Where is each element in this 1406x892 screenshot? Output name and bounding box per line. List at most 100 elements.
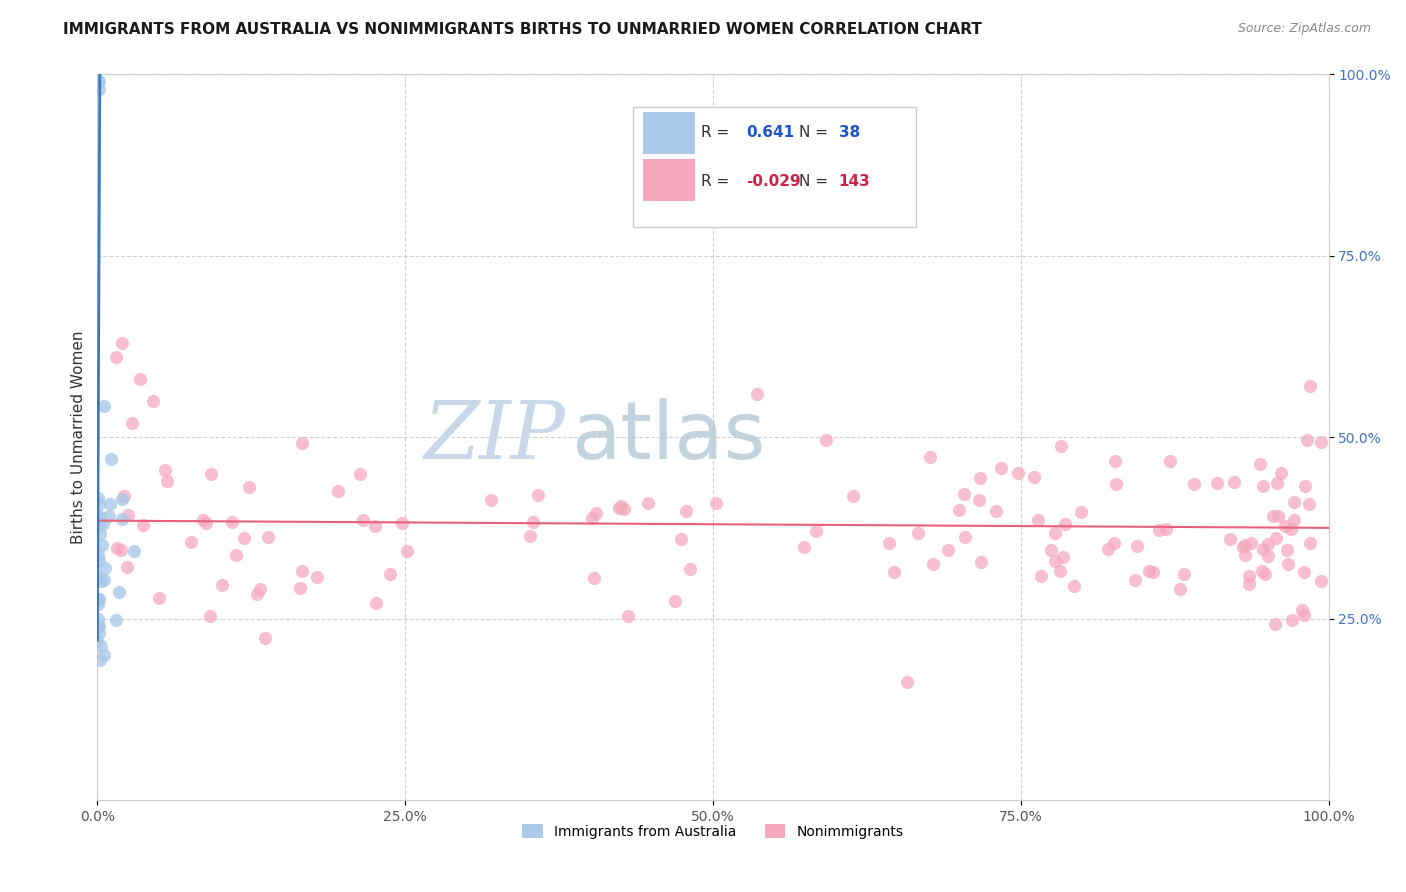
- Point: [256, 530, 278, 544]
- Point: [970, 555, 993, 569]
- Point: [582, 571, 605, 585]
- Point: [1222, 475, 1244, 490]
- Point: [1253, 479, 1275, 493]
- Point: [1043, 554, 1066, 568]
- Point: [111, 335, 134, 350]
- Point: [1049, 564, 1071, 578]
- Point: [883, 565, 905, 579]
- Point: [479, 493, 502, 508]
- Point: [89, 527, 111, 541]
- Point: [108, 584, 131, 599]
- Point: [87, 491, 110, 506]
- Point: [1219, 532, 1241, 546]
- Point: [1104, 454, 1126, 468]
- Point: [89, 653, 111, 667]
- Point: [1281, 613, 1303, 627]
- Point: [104, 350, 127, 364]
- Point: [366, 596, 388, 610]
- Point: [87, 619, 110, 633]
- Point: [806, 524, 828, 538]
- Point: [89, 516, 111, 530]
- FancyBboxPatch shape: [643, 159, 695, 201]
- Point: [1257, 537, 1279, 551]
- Point: [238, 480, 260, 494]
- Point: [613, 502, 636, 516]
- Point: [1277, 543, 1299, 558]
- Text: atlas: atlas: [571, 398, 766, 476]
- Point: [94, 561, 117, 575]
- Text: ZIP: ZIP: [423, 399, 565, 475]
- Point: [378, 566, 401, 581]
- Legend: Immigrants from Australia, Nonimmigrants: Immigrants from Australia, Nonimmigrants: [517, 818, 910, 844]
- Text: IMMIGRANTS FROM AUSTRALIA VS NONIMMIGRANTS BIRTHS TO UNMARRIED WOMEN CORRELATION: IMMIGRANTS FROM AUSTRALIA VS NONIMMIGRAN…: [63, 22, 983, 37]
- Point: [352, 513, 374, 527]
- Point: [1279, 523, 1302, 537]
- Text: N =: N =: [799, 125, 834, 140]
- Point: [1233, 549, 1256, 563]
- Point: [948, 502, 970, 516]
- Point: [1265, 476, 1288, 491]
- Point: [87, 74, 110, 88]
- Point: [291, 565, 314, 579]
- Point: [87, 571, 110, 585]
- Point: [1299, 379, 1322, 393]
- Point: [1097, 542, 1119, 557]
- Point: [1173, 566, 1195, 581]
- Point: [1206, 476, 1229, 491]
- Point: [841, 489, 863, 503]
- Point: [90, 639, 112, 653]
- Point: [1137, 564, 1160, 578]
- Point: [967, 492, 990, 507]
- Point: [1182, 477, 1205, 491]
- Point: [1294, 479, 1316, 493]
- Point: [112, 489, 135, 503]
- Point: [664, 594, 686, 608]
- Point: [1102, 536, 1125, 550]
- Point: [232, 531, 254, 545]
- Point: [896, 674, 918, 689]
- Point: [364, 518, 387, 533]
- Point: [990, 460, 1012, 475]
- Point: [211, 577, 233, 591]
- FancyBboxPatch shape: [633, 107, 917, 227]
- Point: [1232, 540, 1254, 554]
- Point: [1063, 579, 1085, 593]
- Point: [1310, 435, 1333, 450]
- Point: [581, 511, 603, 525]
- Point: [288, 582, 311, 596]
- Text: R =: R =: [700, 174, 734, 189]
- Point: [1267, 509, 1289, 524]
- Point: [86, 597, 108, 611]
- Point: [111, 492, 134, 507]
- Point: [91, 516, 114, 531]
- Point: [1052, 549, 1074, 564]
- Point: [1142, 565, 1164, 579]
- Point: [200, 467, 222, 482]
- Point: [616, 609, 638, 624]
- Text: 0.641: 0.641: [747, 125, 794, 140]
- Point: [129, 372, 152, 386]
- Point: [1054, 517, 1077, 532]
- Point: [1277, 557, 1299, 571]
- Point: [1261, 509, 1284, 524]
- Point: [90, 538, 112, 552]
- Point: [1282, 495, 1305, 509]
- Point: [1105, 476, 1128, 491]
- Point: [93, 573, 115, 587]
- Point: [87, 81, 110, 95]
- Point: [87, 548, 110, 562]
- Point: [1159, 454, 1181, 468]
- Point: [922, 557, 945, 571]
- Point: [936, 542, 959, 557]
- Point: [87, 509, 110, 524]
- Point: [1298, 497, 1320, 511]
- Text: 38: 38: [838, 125, 860, 140]
- Point: [1237, 577, 1260, 591]
- Y-axis label: Births to Unmarried Women: Births to Unmarried Women: [72, 330, 86, 544]
- Point: [86, 634, 108, 648]
- Point: [1251, 541, 1274, 556]
- Point: [156, 475, 179, 489]
- Point: [1292, 565, 1315, 579]
- Point: [131, 518, 153, 533]
- Point: [1270, 467, 1292, 481]
